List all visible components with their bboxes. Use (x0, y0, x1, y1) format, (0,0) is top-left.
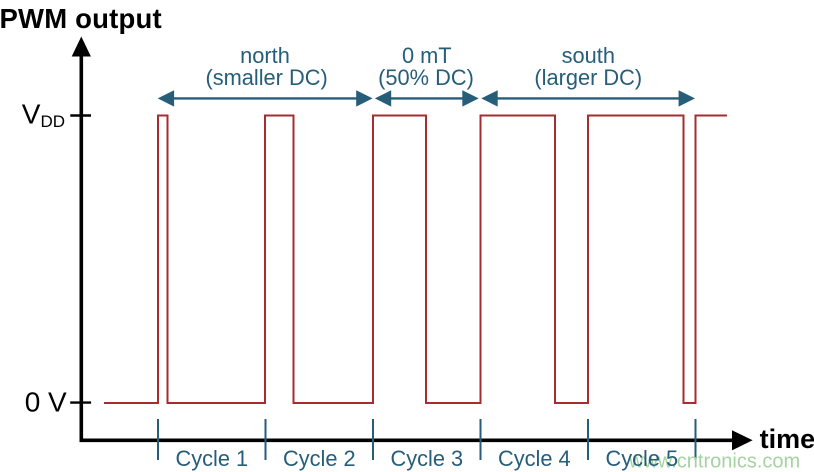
svg-text:(larger DC): (larger DC) (534, 65, 642, 90)
svg-text:Cycle 3: Cycle 3 (390, 446, 463, 471)
svg-text:Cycle 5: Cycle 5 (605, 446, 678, 471)
svg-text:Cycle 1: Cycle 1 (175, 446, 248, 471)
svg-text:PWM output: PWM output (0, 3, 162, 34)
svg-text:time: time (760, 424, 814, 454)
svg-text:Cycle 4: Cycle 4 (498, 446, 571, 471)
svg-text:Cycle 2: Cycle 2 (283, 446, 356, 471)
svg-text:(50% DC): (50% DC) (378, 65, 474, 90)
svg-text:(smaller DC): (smaller DC) (205, 65, 327, 90)
svg-text:0 mT: 0 mT (402, 43, 452, 68)
svg-text:V: V (22, 99, 41, 130)
svg-text:0 V: 0 V (25, 386, 67, 417)
svg-text:www.cntronics.com: www.cntronics.com (628, 451, 800, 472)
svg-text:south: south (562, 43, 615, 68)
svg-text:DD: DD (41, 112, 66, 131)
svg-text:north: north (240, 43, 290, 68)
